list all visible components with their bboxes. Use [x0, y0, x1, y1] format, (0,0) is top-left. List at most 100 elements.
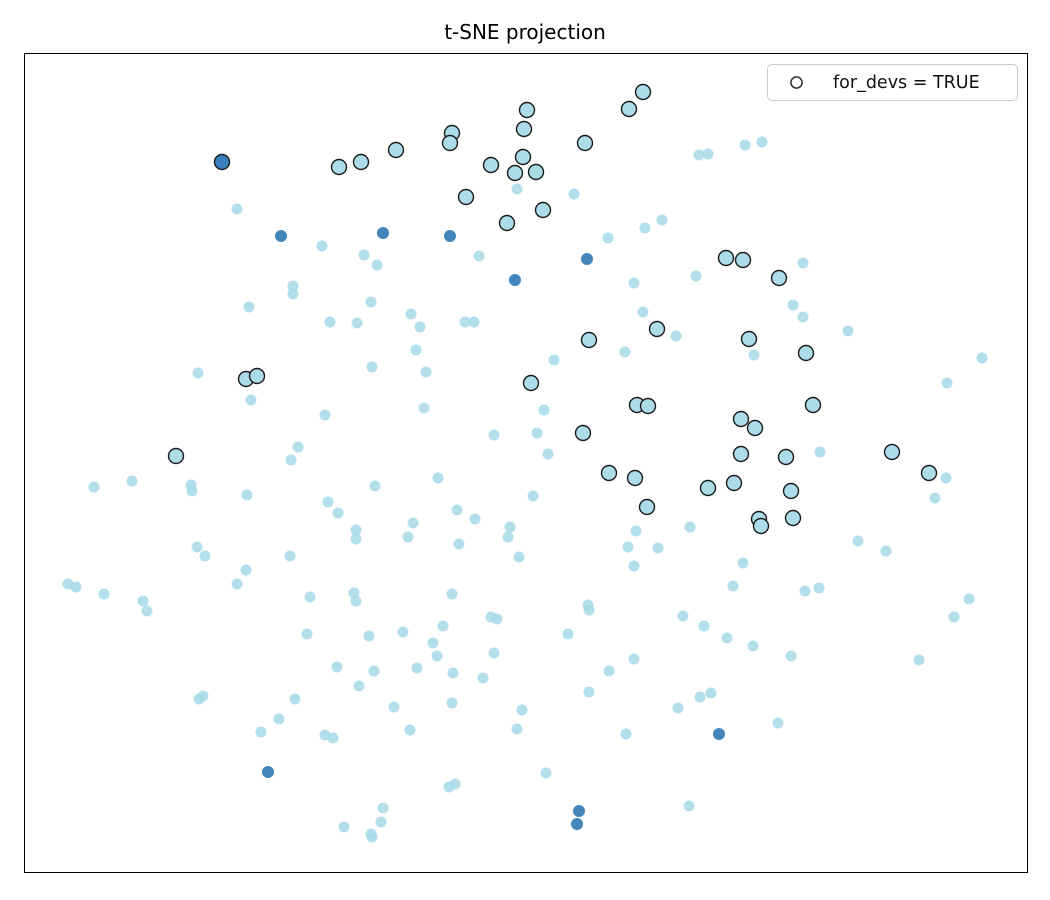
scatter-point: [747, 640, 759, 652]
scatter-point: [404, 724, 416, 736]
scatter-point: [468, 316, 480, 328]
scatter-point: [350, 595, 362, 607]
scatter-point: [797, 344, 815, 362]
scatter-point: [126, 475, 138, 487]
scatter-point: [411, 662, 423, 674]
scatter-point: [275, 230, 287, 242]
scatter-point: [784, 509, 802, 527]
scatter-point: [694, 691, 706, 703]
scatter-point: [231, 578, 243, 590]
scatter-point: [514, 148, 532, 166]
scatter-point: [782, 482, 800, 500]
scatter-point: [548, 354, 560, 366]
scatter-point: [316, 240, 328, 252]
scatter-point: [583, 604, 595, 616]
scatter-point: [506, 164, 524, 182]
scatter-point: [628, 653, 640, 665]
scatter-point: [639, 397, 657, 415]
legend-marker-circle: [790, 76, 803, 89]
scatter-point: [573, 805, 585, 817]
scatter-point: [883, 443, 901, 461]
scatter-point: [509, 274, 521, 286]
scatter-point: [304, 591, 316, 603]
scatter-point: [732, 410, 750, 428]
scatter-point: [459, 316, 471, 328]
scatter-point: [571, 818, 583, 830]
scatter-point: [516, 704, 528, 716]
legend-label: for_devs = TRUE: [833, 72, 980, 93]
scatter-point: [538, 404, 550, 416]
scatter-point: [502, 531, 514, 543]
scatter-point: [301, 628, 313, 640]
scatter-point: [287, 280, 299, 292]
scatter-point: [358, 249, 370, 261]
scatter-point: [656, 214, 668, 226]
scatter-point: [332, 507, 344, 519]
scatter-point: [352, 153, 370, 171]
scatter-point: [787, 299, 799, 311]
scatter-point: [513, 551, 525, 563]
scatter-point: [941, 377, 953, 389]
scatter-point: [387, 141, 405, 159]
scatter-point: [690, 270, 702, 282]
scatter-point: [740, 330, 758, 348]
series-for_devs_false_light: [62, 136, 988, 843]
scatter-point: [488, 429, 500, 441]
scatter-point: [515, 120, 533, 138]
scatter-point: [245, 394, 257, 406]
scatter-point: [797, 311, 809, 323]
scatter-point: [622, 541, 634, 553]
scatter-point: [534, 201, 552, 219]
scatter-point: [574, 424, 592, 442]
scatter-point: [628, 560, 640, 572]
scatter-point: [420, 366, 432, 378]
scatter-point: [431, 650, 443, 662]
scatter-point: [568, 188, 580, 200]
scatter-point: [976, 352, 988, 364]
scatter-point: [797, 257, 809, 269]
scatter-point: [648, 320, 666, 338]
scatter-point: [231, 203, 243, 215]
scatter-point: [799, 585, 811, 597]
scatter-point: [542, 448, 554, 460]
scatter-point: [732, 445, 750, 463]
scatter-point: [652, 542, 664, 554]
scatter-point: [137, 595, 149, 607]
scatter-point: [353, 680, 365, 692]
scatter-point: [366, 361, 378, 373]
scatter-point: [619, 346, 631, 358]
scatter-point: [748, 349, 760, 361]
scatter-point: [368, 665, 380, 677]
scatter-point: [327, 732, 339, 744]
scatter-point: [770, 269, 788, 287]
scatter-point: [350, 524, 362, 536]
scatter-point: [473, 250, 485, 262]
scatter-point: [292, 441, 304, 453]
scatter-point: [369, 480, 381, 492]
scatter-point: [186, 485, 198, 497]
scatter-point: [672, 702, 684, 714]
series-for_devs_false_dark: [262, 227, 725, 830]
series-for_devs_true_light: [167, 83, 938, 535]
chart-title: t-SNE projection: [444, 20, 606, 44]
scatter-point: [920, 464, 938, 482]
scatter-point: [522, 374, 540, 392]
scatter-point: [199, 550, 211, 562]
scatter-point: [721, 632, 733, 644]
scatter-point: [447, 667, 459, 679]
scatter-point: [451, 504, 463, 516]
scatter-point: [698, 620, 710, 632]
plot-area: [24, 53, 1028, 873]
scatter-point: [772, 717, 784, 729]
scatter-point: [842, 325, 854, 337]
scatter-point: [441, 134, 459, 152]
scatter-point: [880, 545, 892, 557]
scatter-point: [197, 690, 209, 702]
scatter-point: [693, 149, 705, 161]
scatter-point: [638, 498, 656, 516]
scatter-point: [427, 637, 439, 649]
scatter-point: [437, 620, 449, 632]
scatter-point: [418, 402, 430, 414]
scatter-point: [580, 331, 598, 349]
scatter-point: [777, 448, 795, 466]
